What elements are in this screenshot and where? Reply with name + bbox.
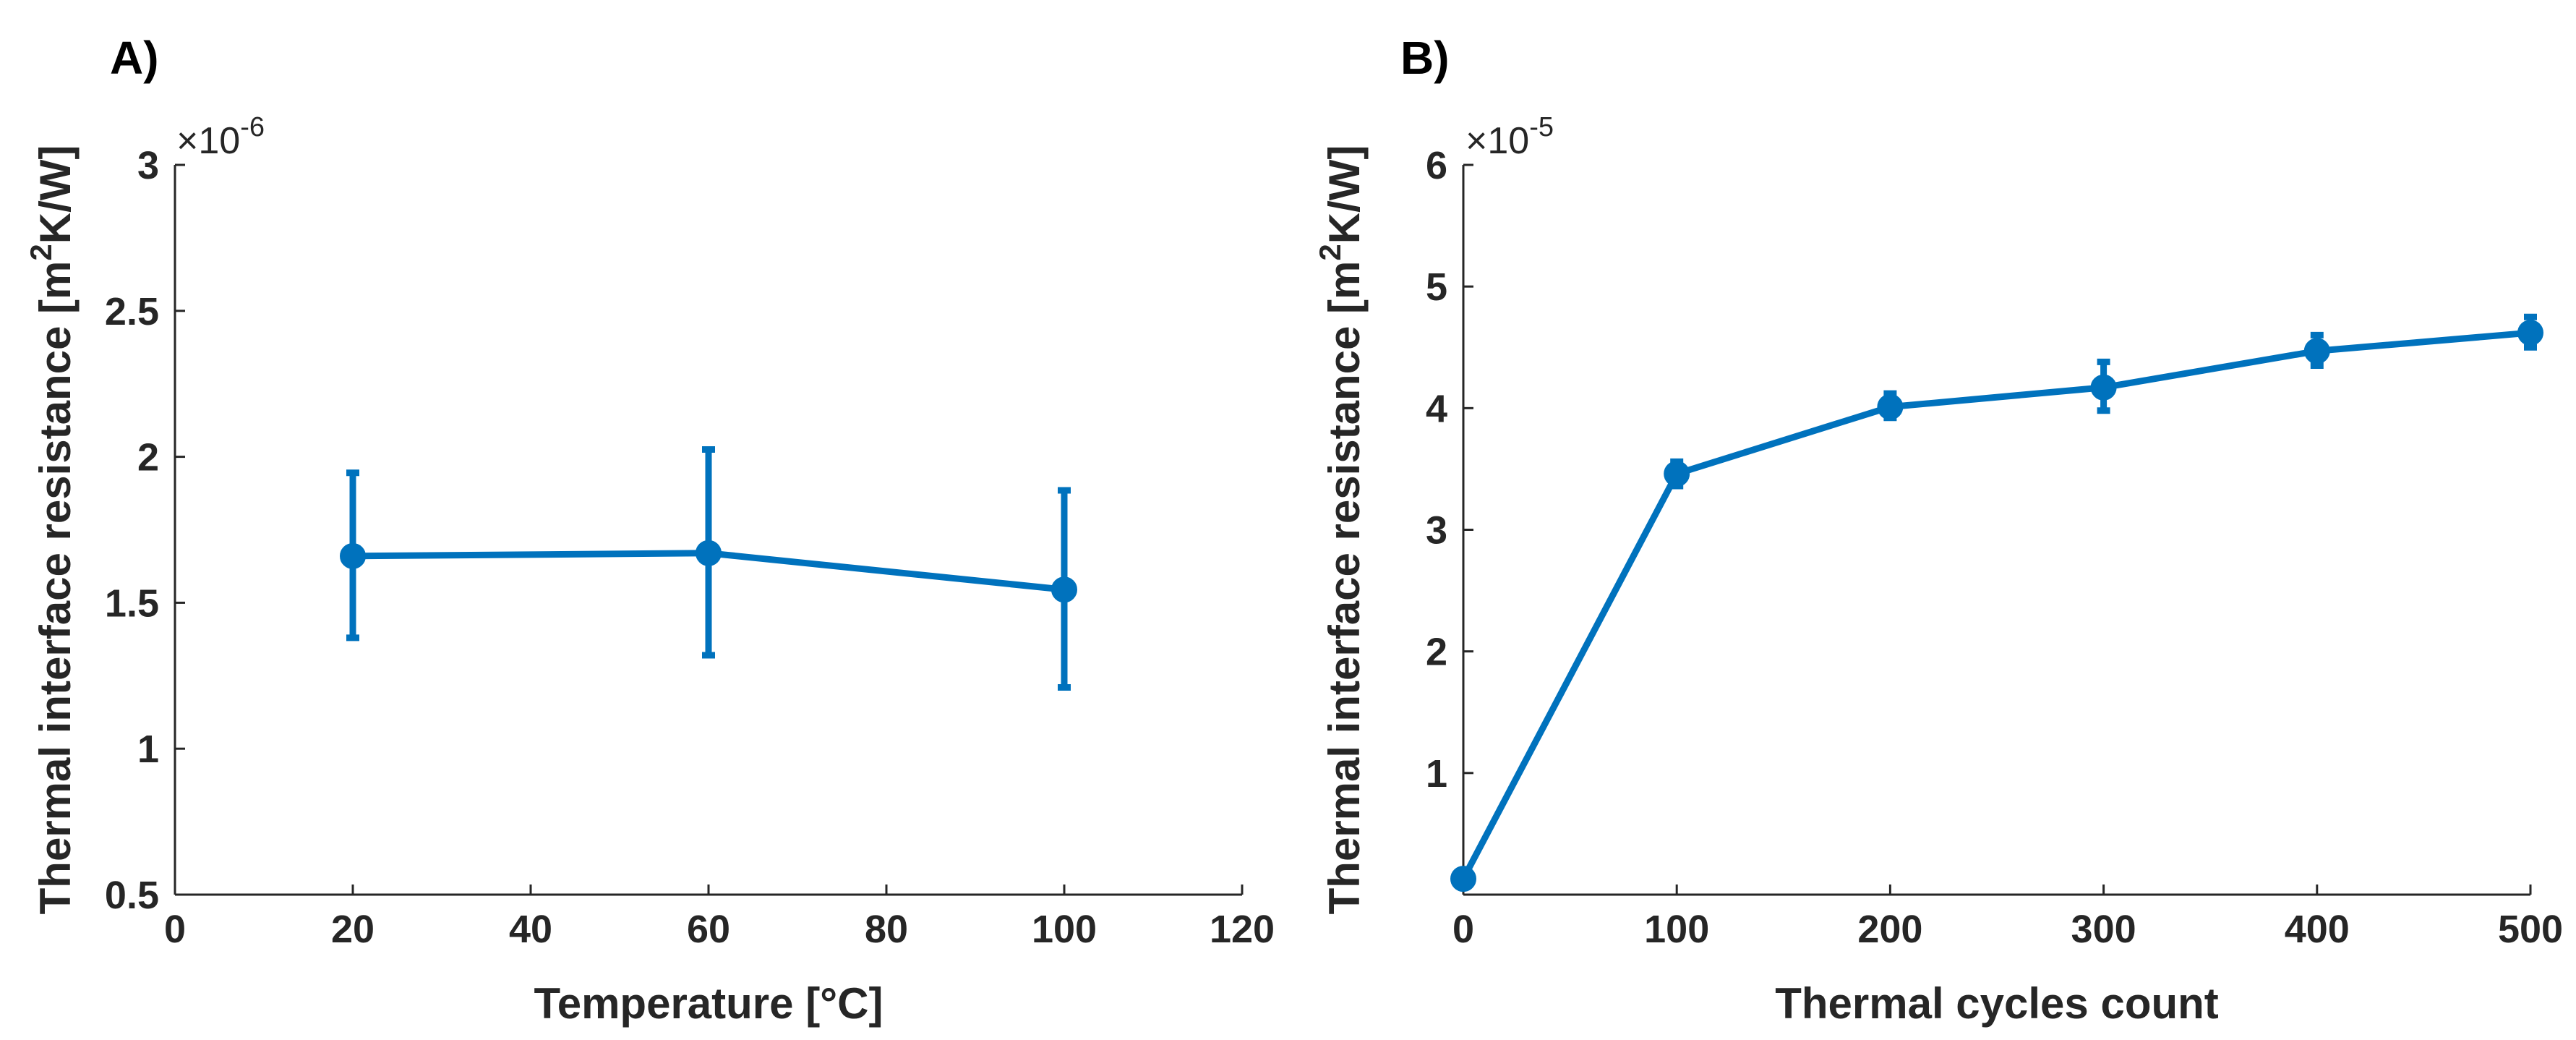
data-point xyxy=(340,542,366,569)
y-tick-label: 1 xyxy=(137,728,159,771)
x-tick-label: 100 xyxy=(1644,908,1709,951)
y-exponent-label: ×10-6 xyxy=(176,112,265,162)
x-tick-label: 20 xyxy=(331,908,375,951)
y-tick-label: 0.5 xyxy=(105,874,159,917)
y-tick-label: 2 xyxy=(1426,631,1447,674)
data-point xyxy=(1664,461,1690,487)
y-tick-label: 2.5 xyxy=(105,290,159,333)
x-tick-label: 400 xyxy=(2285,908,2350,951)
data-point xyxy=(2090,374,2117,401)
x-tick-label: 80 xyxy=(865,908,908,951)
x-tick-label: 500 xyxy=(2498,908,2563,951)
x-tick-label: 0 xyxy=(1452,908,1474,951)
y-tick-label: 2 xyxy=(137,436,159,479)
x-tick-label: 40 xyxy=(509,908,552,951)
y-tick-label: 5 xyxy=(1426,265,1447,309)
data-point xyxy=(2517,320,2543,346)
y-tick-label: 1.5 xyxy=(105,581,159,625)
data-point xyxy=(1450,866,1476,892)
y-tick-label: 3 xyxy=(137,144,159,187)
y-tick-label: 1 xyxy=(1426,752,1447,796)
x-tick-label: 200 xyxy=(1857,908,1922,951)
series-line xyxy=(1460,329,2531,881)
x-tick-label: 0 xyxy=(164,908,186,951)
y-axis-label: Thermal interface resistance [m2K/W] xyxy=(24,145,80,915)
y-tick-label: 4 xyxy=(1426,387,1447,430)
data-point xyxy=(1877,393,1904,420)
x-tick-label: 120 xyxy=(1210,908,1275,951)
x-tick-label: 300 xyxy=(2071,908,2136,951)
panel-letter-b: B) xyxy=(1400,32,1450,84)
data-point xyxy=(1051,576,1077,603)
y-axis-label: Thermal interface resistance [m2K/W] xyxy=(1313,145,1369,915)
x-tick-label: 100 xyxy=(1032,908,1097,951)
chart-panel-a: A) 0 20 40 60 80 100 120 0.5 1 1.5 2 2.5 3 ×10-6 Tempe… xyxy=(24,32,1275,1028)
y-tick-label: 3 xyxy=(1426,509,1447,553)
chart-panel-b: B) 0 100 200 300 400 500 1 2 3 4 5 6 ×10-5 Thermal cy… xyxy=(1313,32,2563,1028)
panel-letter-a: A) xyxy=(110,32,159,84)
data-point xyxy=(696,540,722,566)
x-axis-label: Temperature [°C] xyxy=(534,979,883,1028)
y-exponent-label: ×10-5 xyxy=(1465,112,1554,162)
x-axis-label: Thermal cycles count xyxy=(1775,979,2219,1028)
x-tick-label: 60 xyxy=(687,908,730,951)
data-point xyxy=(2303,338,2330,365)
y-tick-label: 6 xyxy=(1426,144,1447,187)
